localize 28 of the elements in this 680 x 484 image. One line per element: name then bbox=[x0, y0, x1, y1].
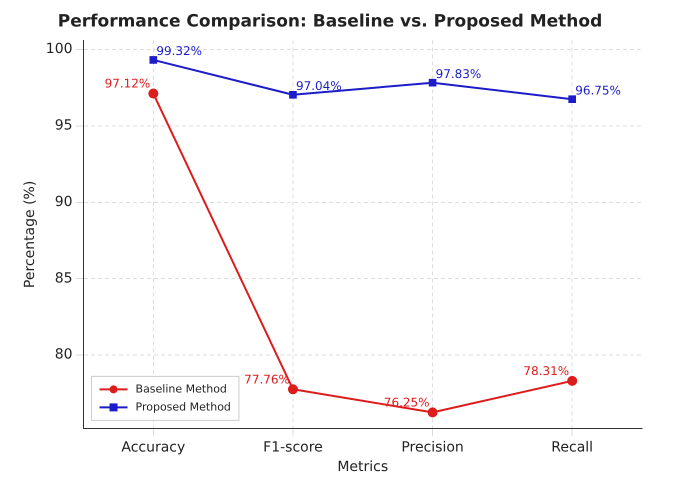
x-tick-label: Precision bbox=[401, 439, 464, 456]
point bbox=[567, 376, 578, 386]
point bbox=[289, 90, 297, 99]
y-axis-title: Percentage (%) bbox=[22, 180, 38, 288]
x-axis-title: Metrics bbox=[337, 459, 388, 476]
data-label: 99.32% bbox=[156, 44, 202, 58]
y-tick-label: 95 bbox=[54, 118, 73, 134]
point bbox=[148, 88, 158, 99]
data-label: 97.12% bbox=[104, 76, 150, 91]
legend-label: Proposed Method bbox=[136, 400, 231, 414]
data-label: 97.04% bbox=[296, 78, 342, 93]
chart-title: Performance Comparison: Baseline vs. Proposed Method bbox=[58, 12, 602, 32]
point bbox=[428, 78, 436, 87]
data-label: 97.83% bbox=[436, 66, 482, 81]
point bbox=[150, 56, 158, 64]
data-label: 96.75% bbox=[575, 83, 621, 98]
legend-label: Baseline Method bbox=[136, 382, 227, 396]
y-tick-label: 80 bbox=[54, 346, 73, 363]
point bbox=[428, 407, 438, 418]
y-tick-label: 100 bbox=[46, 41, 73, 58]
x-tick-label: F1-score bbox=[263, 439, 323, 456]
y-tick-label: 90 bbox=[54, 194, 73, 210]
point bbox=[288, 384, 298, 394]
x-tick-label: Accuracy bbox=[121, 439, 186, 456]
data-label: 78.31% bbox=[523, 364, 570, 378]
x-tick-label: Recall bbox=[551, 439, 594, 456]
y-tick-label: 85 bbox=[54, 270, 73, 286]
point bbox=[568, 95, 576, 104]
